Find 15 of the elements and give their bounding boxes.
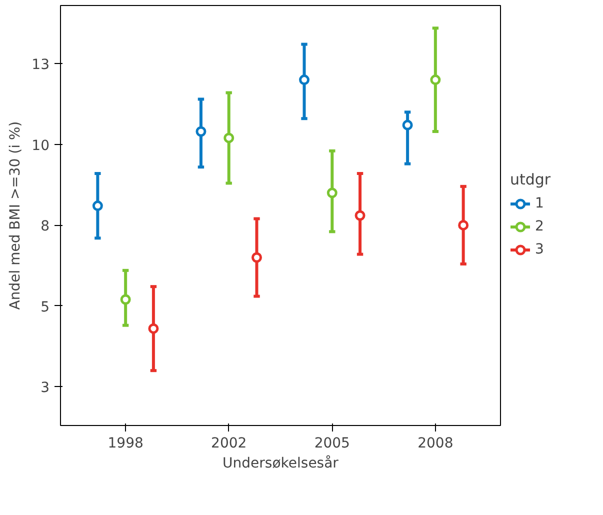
y-tick-label: 13	[32, 57, 50, 74]
x-tick-label: 2002	[211, 436, 247, 452]
y-tick-label: 3	[40, 380, 50, 396]
y-tick-label: 5	[40, 299, 50, 316]
x-tick-label: 2005	[314, 436, 350, 452]
y-tick-label: 8	[40, 218, 50, 235]
y-tick-label: 10	[32, 138, 50, 154]
legend-label: 3	[535, 242, 545, 258]
x-tick-label: 2008	[418, 436, 454, 452]
legend-title: utdgr	[510, 170, 552, 188]
legend-label: 2	[535, 218, 545, 234]
legend-label: 1	[535, 196, 545, 212]
y-axis-title: Andel med BMI >=30 (i %)	[8, 121, 24, 310]
x-tick-label: 1998	[108, 436, 144, 452]
x-axis-title: Undersøkelsesår	[222, 454, 339, 472]
